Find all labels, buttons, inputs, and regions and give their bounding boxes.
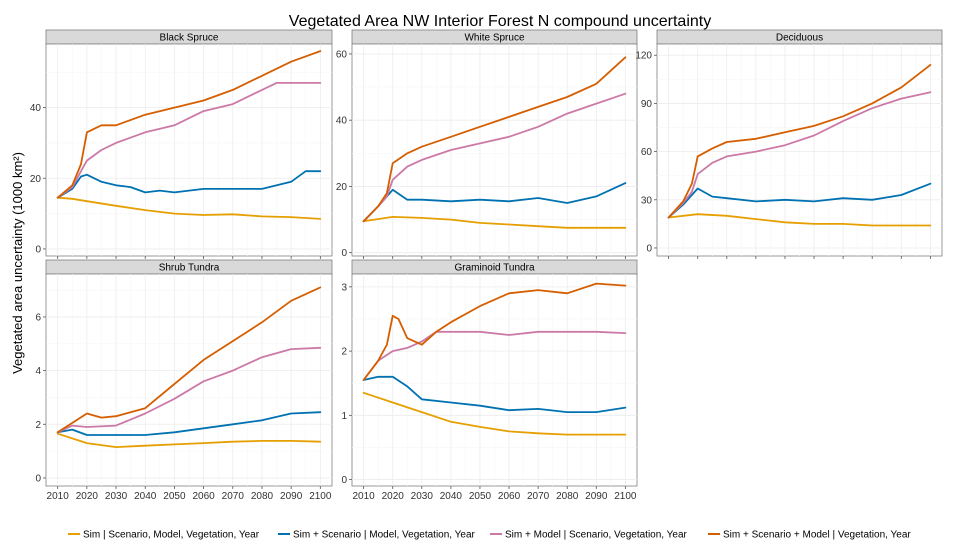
chart-title: Vegetated Area NW Interior Forest N comp…	[289, 13, 711, 30]
series-line-2	[362, 182, 627, 223]
x-tick-label: 2070	[527, 491, 550, 502]
panel-graminoid-tundra: Graminoid Tundra 0 1 2 3 2010 2020 2030 2040 2050…	[341, 259, 638, 502]
y-tick-label: 120	[635, 51, 652, 62]
series-line-1	[362, 391, 627, 436]
facet-label: Shrub Tundra	[159, 263, 220, 274]
y-tick-label: 6	[35, 312, 41, 323]
series-line-4	[362, 282, 627, 381]
y-tick-label: 40	[336, 116, 348, 127]
legend-item-2: Sim + Scenario | Model, Vegetation, Year	[278, 530, 476, 541]
legend-label: Sim + Scenario + Model | Vegetation, Yea…	[723, 530, 911, 541]
x-tick-label: 2050	[469, 491, 492, 502]
y-tick-label: 40	[30, 103, 42, 114]
x-tick-label: 2080	[251, 491, 274, 502]
y-tick-label: 0	[35, 244, 41, 255]
x-tick-label: 2040	[134, 491, 157, 502]
y-tick-label: 60	[336, 49, 348, 60]
facet-label: Black Spruce	[160, 33, 219, 44]
panel-shrub-tundra: Shrub Tundra 0 2 4 6 2010 2020 2030 2040 2050 2060…	[35, 259, 333, 502]
series-line-1	[56, 432, 322, 448]
x-tick-label: 2090	[585, 491, 608, 502]
legend-item-1: Sim | Scenario, Model, Vegetation, Year	[68, 530, 260, 541]
series-line-4	[56, 50, 322, 199]
y-tick-label: 90	[641, 99, 653, 110]
series-line-3	[362, 330, 627, 381]
x-tick-label: 2030	[411, 491, 434, 502]
x-tick-label: 2100	[309, 491, 332, 502]
x-tick-label: 2080	[556, 491, 579, 502]
series-line-2	[667, 182, 932, 219]
panel-deciduous: Deciduous 0 30 60 90 120	[635, 29, 943, 259]
panel-black-spruce: Black Spruce 0 20 40	[30, 29, 333, 259]
series-line-2	[362, 375, 627, 413]
y-tick-label: 1	[341, 411, 347, 422]
series-line-3	[56, 82, 322, 199]
x-tick-label: 2090	[280, 491, 303, 502]
y-tick-label: 60	[641, 147, 653, 158]
legend-label: Sim + Model | Scenario, Vegetation, Year	[505, 530, 688, 541]
x-tick-label: 2060	[498, 491, 521, 502]
y-tick-label: 0	[341, 475, 347, 486]
series-line-4	[362, 56, 627, 223]
panel-white-spruce: White Spruce 0 20 40 60	[336, 29, 638, 259]
y-tick-label: 3	[341, 282, 347, 293]
series-line-1	[362, 216, 627, 229]
y-tick-label: 0	[35, 473, 41, 484]
series-line-4	[56, 286, 322, 434]
y-tick-label: 2	[341, 347, 347, 358]
x-tick-label: 2050	[163, 491, 186, 502]
series-line-2	[56, 170, 322, 199]
series-line-1	[667, 213, 932, 227]
series-line-3	[56, 346, 322, 434]
y-axis-title: Vegetated area uncertainty (1000 km²)	[10, 152, 25, 374]
facet-label: Graminoid Tundra	[454, 263, 534, 274]
x-tick-label: 2030	[105, 491, 128, 502]
legend: Sim | Scenario, Model, Vegetation, Year S…	[68, 530, 911, 541]
x-tick-label: 2010	[47, 491, 70, 502]
x-tick-label: 2020	[382, 491, 405, 502]
x-tick-label: 2100	[614, 491, 637, 502]
x-tick-label: 2010	[353, 491, 376, 502]
y-tick-label: 20	[30, 174, 42, 185]
series-line-1	[56, 196, 322, 220]
facet-label: White Spruce	[464, 33, 524, 44]
y-tick-label: 2	[35, 420, 41, 431]
x-tick-label: 2020	[76, 491, 99, 502]
x-tick-label: 2070	[222, 491, 245, 502]
series-line-4	[667, 64, 932, 219]
legend-label: Sim | Scenario, Model, Vegetation, Year	[83, 530, 260, 541]
y-tick-label: 20	[336, 182, 348, 193]
series-line-3	[362, 92, 627, 223]
series-line-2	[56, 411, 322, 436]
legend-item-4: Sim + Scenario + Model | Vegetation, Yea…	[708, 530, 911, 541]
facet-label: Deciduous	[776, 33, 823, 44]
y-tick-label: 4	[35, 366, 41, 377]
x-tick-label: 2040	[440, 491, 463, 502]
y-tick-label: 0	[341, 248, 347, 259]
y-tick-label: 0	[646, 243, 652, 254]
series-line-3	[667, 91, 932, 219]
legend-item-3: Sim + Model | Scenario, Vegetation, Year	[490, 530, 688, 541]
x-tick-label: 2060	[192, 491, 215, 502]
legend-label: Sim + Scenario | Model, Vegetation, Year	[293, 530, 476, 541]
y-tick-label: 30	[641, 195, 653, 206]
